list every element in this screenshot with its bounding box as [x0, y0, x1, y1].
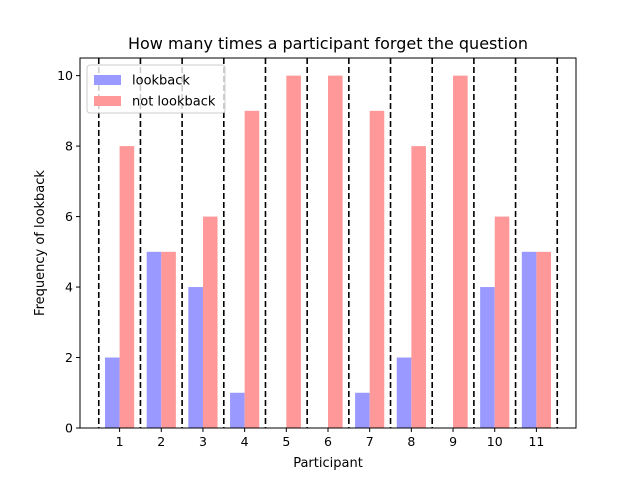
x-tick-label: 4	[241, 434, 249, 449]
x-tick-label: 5	[282, 434, 290, 449]
bar-lookback	[480, 287, 495, 428]
legend-swatch	[94, 96, 121, 106]
x-tick-label: 6	[324, 434, 332, 449]
x-tick-label: 9	[449, 434, 457, 449]
plot-area	[97, 58, 559, 428]
y-axis-label: Frequency of lookback	[33, 170, 48, 316]
legend-box	[86, 64, 226, 114]
x-tick-label: 10	[487, 434, 503, 449]
y-tick-label: 6	[65, 209, 73, 224]
bar-lookback	[355, 392, 370, 428]
x-tick-label: 3	[199, 434, 207, 449]
bar-not-lookback	[369, 110, 385, 428]
chart-title: How many times a participant forget the …	[128, 34, 528, 53]
y-axis: 0 2 4 6 8 10	[57, 68, 80, 436]
y-tick-label: 10	[57, 68, 73, 83]
y-tick-label: 4	[65, 280, 73, 295]
x-tick-label: 8	[407, 434, 415, 449]
bar-lookback	[105, 357, 120, 428]
x-tick-label: 7	[366, 434, 374, 449]
x-tick-label: 11	[528, 434, 544, 449]
bar-not-lookback	[494, 216, 510, 428]
x-tick-label: 2	[157, 434, 165, 449]
bar-lookback	[521, 251, 537, 428]
bar-not-lookback	[286, 75, 301, 428]
y-tick-label: 0	[65, 421, 73, 436]
x-axis-label: Participant	[293, 456, 363, 471]
bar-lookback	[230, 392, 245, 428]
y-tick-label: 2	[65, 350, 73, 365]
bar-not-lookback	[328, 75, 343, 428]
legend: lookback not lookback	[86, 64, 226, 114]
y-tick-label: 8	[65, 139, 73, 154]
bar-not-lookback	[202, 216, 218, 428]
bar-lookback	[188, 287, 203, 428]
bar-not-lookback	[161, 251, 176, 428]
legend-swatch	[94, 75, 121, 85]
bar-not-lookback	[244, 110, 260, 428]
bar-not-lookback	[119, 146, 135, 428]
bar-not-lookback	[453, 75, 468, 428]
legend-label: lookback	[132, 74, 190, 89]
bar-not-lookback	[411, 146, 426, 428]
x-tick-label: 1	[116, 434, 124, 449]
legend-label: not lookback	[132, 95, 216, 110]
x-axis: 1 2 3 4 5 6 7 8 9 10 11	[116, 428, 544, 449]
bar-lookback	[396, 357, 412, 428]
bar-lookback	[146, 251, 162, 428]
bar-not-lookback	[536, 251, 551, 428]
